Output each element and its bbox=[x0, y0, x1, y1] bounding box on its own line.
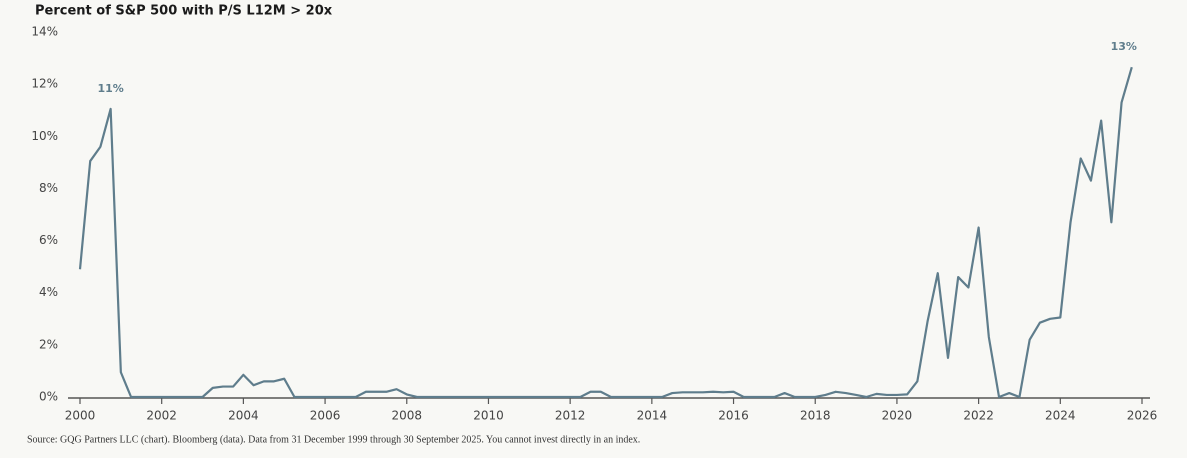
x-tick-label: 2024 bbox=[1045, 409, 1076, 423]
chart-title: Percent of S&P 500 with P/S L12M > 20x bbox=[35, 4, 333, 19]
x-tick-label: 2006 bbox=[310, 409, 341, 423]
y-tick-label: 12% bbox=[31, 77, 58, 91]
y-tick-label: 4% bbox=[39, 285, 58, 299]
data-line bbox=[78, 66, 1133, 399]
x-tick-label: 2008 bbox=[391, 409, 422, 423]
x-tick-label: 2000 bbox=[65, 409, 96, 423]
y-tick-label: 10% bbox=[31, 129, 58, 143]
y-tick-label: 8% bbox=[39, 181, 58, 195]
x-tick-label: 2014 bbox=[637, 409, 668, 423]
x-tick-label: 2026 bbox=[1127, 409, 1158, 423]
y-tick-label: 0% bbox=[39, 390, 58, 404]
annotation: 13% bbox=[1111, 40, 1137, 53]
x-tick-label: 2012 bbox=[555, 409, 586, 423]
x-tick-label: 2004 bbox=[228, 409, 259, 423]
x-tick-label: 2002 bbox=[146, 409, 177, 423]
y-tick-label: 14% bbox=[31, 25, 58, 39]
y-tick-label: 2% bbox=[39, 337, 58, 351]
y-tick-label: 6% bbox=[39, 233, 58, 247]
source-note: Source: GQG Partners LLC (chart). Bloomb… bbox=[27, 434, 640, 445]
x-tick-label: 2018 bbox=[800, 409, 831, 423]
x-tick-label: 2016 bbox=[718, 409, 749, 423]
x-tick-label: 2020 bbox=[882, 409, 913, 423]
x-tick-label: 2022 bbox=[963, 409, 994, 423]
annotation: 11% bbox=[97, 82, 123, 95]
x-tick-label: 2010 bbox=[473, 409, 504, 423]
